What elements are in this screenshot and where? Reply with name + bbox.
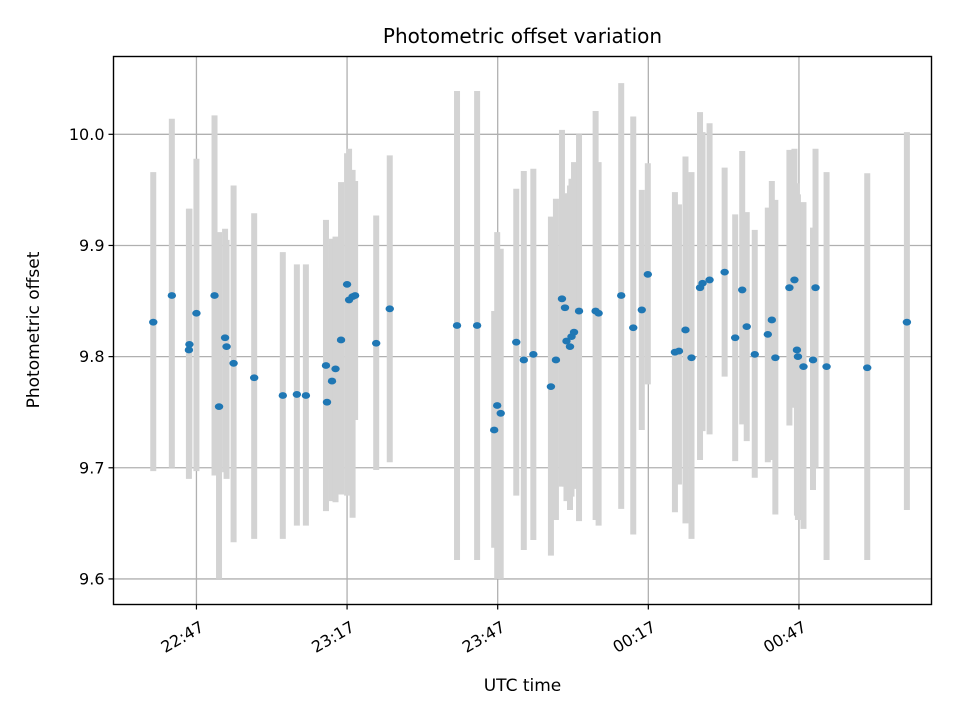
data-point (386, 305, 394, 312)
data-point (552, 357, 560, 364)
data-point (644, 271, 652, 278)
data-point (751, 351, 759, 358)
data-point (617, 292, 625, 299)
data-point (822, 363, 830, 370)
data-point (687, 354, 695, 361)
data-point (570, 329, 578, 336)
y-tick-label: 9.6 (79, 569, 104, 588)
data-point (529, 351, 537, 358)
data-point (681, 327, 689, 334)
data-point (698, 280, 706, 287)
data-point (903, 319, 911, 326)
data-point (331, 365, 339, 372)
data-point (222, 343, 230, 350)
data-point (322, 362, 330, 369)
data-point (731, 334, 739, 341)
data-point (638, 307, 646, 314)
data-point (185, 341, 193, 348)
data-point (210, 292, 218, 299)
data-point (343, 281, 351, 288)
data-point (629, 324, 637, 331)
data-point (168, 292, 176, 299)
y-axis-label: Photometric offset (24, 251, 44, 408)
data-point (793, 347, 801, 354)
data-point (558, 295, 566, 302)
data-point (675, 348, 683, 355)
data-point (473, 322, 481, 329)
data-point (453, 322, 461, 329)
data-point (743, 323, 751, 330)
data-point (799, 363, 807, 370)
data-point (705, 277, 713, 284)
data-point (794, 353, 802, 360)
data-point (372, 340, 380, 347)
data-point (351, 292, 359, 299)
data-point (279, 392, 287, 399)
data-point (809, 357, 817, 364)
data-point (149, 319, 157, 326)
data-point (302, 392, 310, 399)
data-point (293, 391, 301, 398)
chart-title: Photometric offset variation (383, 24, 662, 48)
data-point (221, 334, 229, 341)
data-point (323, 399, 331, 406)
data-point (337, 337, 345, 344)
y-tick-label: 9.8 (79, 347, 104, 366)
y-tick-label: 9.7 (79, 458, 104, 477)
data-point (863, 364, 871, 371)
data-point (328, 378, 336, 385)
data-point (229, 360, 237, 367)
data-point (547, 383, 555, 390)
data-point (811, 284, 819, 291)
data-point (768, 317, 776, 324)
data-point (720, 269, 728, 276)
y-tick-label: 9.9 (79, 236, 104, 255)
data-point (790, 277, 798, 284)
data-point (512, 339, 520, 346)
data-point (250, 374, 258, 381)
data-point (497, 410, 505, 417)
data-point (561, 304, 569, 311)
data-point (215, 403, 223, 410)
y-tick-label: 10.0 (69, 125, 105, 144)
x-axis-label: UTC time (484, 676, 562, 696)
data-point (785, 284, 793, 291)
data-point (764, 331, 772, 338)
data-point (738, 287, 746, 294)
data-point (192, 310, 200, 317)
data-point (493, 402, 501, 409)
data-point (520, 357, 528, 364)
data-point (575, 308, 583, 315)
data-point (490, 427, 498, 434)
data-point (566, 343, 574, 350)
data-point (594, 310, 602, 317)
data-point (771, 354, 779, 361)
chart: Photometric offset variation 22:47 23:17 2… (0, 0, 960, 720)
